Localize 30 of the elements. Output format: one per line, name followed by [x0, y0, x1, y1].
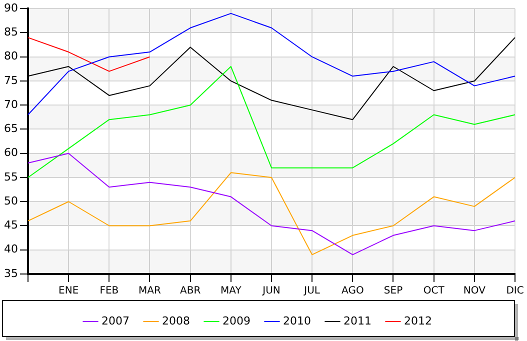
legend-label: 2007: [102, 314, 130, 328]
x-tick-label: NOV: [463, 286, 486, 297]
x-tick-label: ABR: [180, 286, 201, 297]
y-tick-label: 70: [4, 98, 18, 111]
x-tick-label: FEB: [100, 286, 119, 297]
y-tick-label: 60: [4, 146, 18, 160]
y-tick-label: 45: [4, 218, 18, 232]
x-tick-label: AGO: [342, 286, 364, 297]
legend-label: 2010: [283, 314, 311, 328]
y-tick-label: 85: [4, 26, 18, 39]
x-tick-label: JUL: [303, 286, 320, 297]
y-tick-label: 40: [4, 242, 18, 256]
x-tick-label: JUN: [262, 286, 280, 297]
legend-label: 2011: [343, 314, 372, 328]
legend-label: 2012: [404, 314, 432, 328]
y-tick-label: 65: [4, 122, 18, 136]
y-tick-label: 55: [4, 170, 18, 184]
y-tick-label: 35: [4, 266, 18, 280]
x-tick-label: SEP: [384, 286, 403, 297]
y-tick-label: 75: [4, 74, 18, 87]
x-tick-label: MAY: [220, 286, 242, 297]
x-tick-label: MAR: [138, 286, 162, 297]
x-tick-label: ENE: [58, 286, 79, 297]
x-tick-label: DIC: [506, 286, 524, 297]
legend-label: 2009: [222, 314, 251, 328]
y-tick-label: 80: [4, 50, 18, 63]
y-tick-label: 50: [4, 194, 18, 208]
y-tick-label: 90: [4, 1, 18, 14]
legend-label: 2008: [162, 314, 190, 328]
x-tick-label: OCT: [423, 286, 446, 297]
